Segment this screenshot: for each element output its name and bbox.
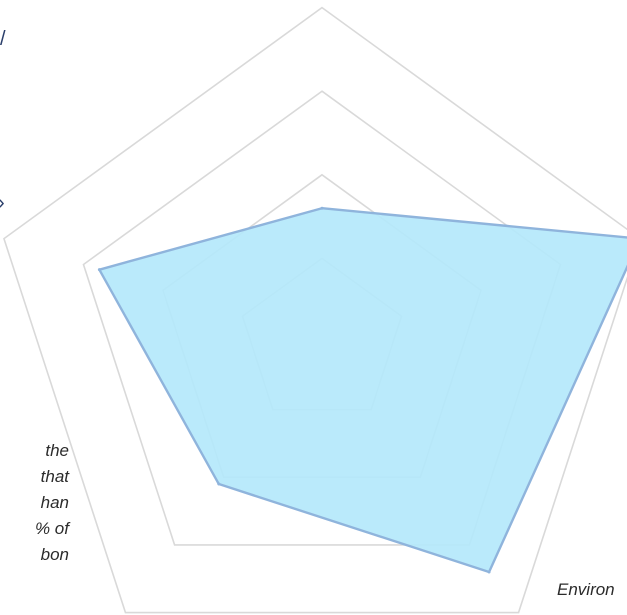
- series-area-1: [98, 207, 627, 574]
- body-text-line-4: % of: [34, 519, 69, 538]
- series-point-3: [487, 570, 491, 574]
- series-point-4: [217, 482, 221, 486]
- axis-label-environ: Environ: [557, 580, 615, 599]
- body-text-line-3: han: [40, 493, 69, 512]
- body-text-line-5: bon: [40, 545, 69, 564]
- series-point-1: [320, 206, 324, 210]
- grid-ring-4: [3, 6, 627, 614]
- radar-series-layer: [97, 206, 627, 574]
- body-text-line-2: that: [40, 467, 69, 486]
- cropped-mark-mid: ›: [0, 192, 5, 215]
- body-text-line-1: the: [45, 441, 69, 460]
- cropped-mark-top: /: [0, 28, 6, 50]
- series-point-5: [97, 268, 101, 272]
